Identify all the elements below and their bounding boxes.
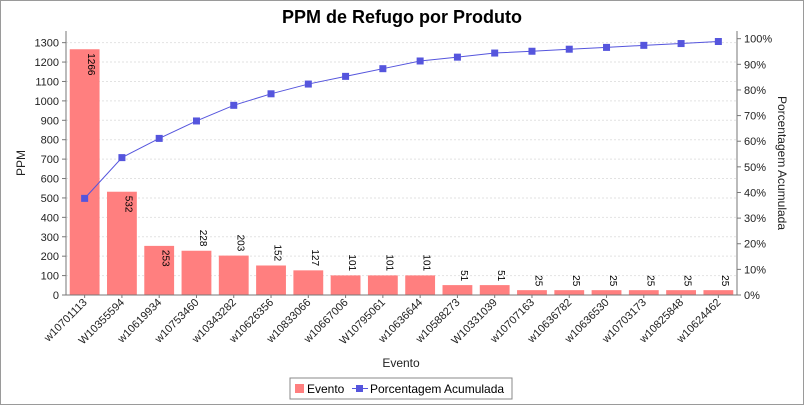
bar-value-label: 25 bbox=[644, 275, 655, 287]
y2-tick-label: 70% bbox=[744, 111, 766, 123]
bar-value-label: 127 bbox=[309, 249, 320, 266]
y-tick-label: 300 bbox=[41, 232, 59, 244]
bar-series: 1266 532 253 228 203 152 127 101 101 101 51 51 25 25 2… bbox=[69, 49, 734, 296]
bar bbox=[442, 285, 473, 295]
legend-bar-swatch bbox=[295, 384, 304, 393]
bar-value-label: 253 bbox=[160, 250, 171, 267]
y-tick-label: 900 bbox=[41, 115, 59, 127]
line-point-marker bbox=[267, 90, 275, 98]
bar-value-label: 203 bbox=[234, 235, 245, 252]
bar bbox=[628, 290, 659, 295]
legend-box bbox=[289, 377, 513, 400]
y2-tick-label: 50% bbox=[744, 162, 766, 174]
line-point-marker bbox=[155, 134, 163, 142]
line-point-marker bbox=[230, 101, 238, 109]
plot-area bbox=[66, 31, 737, 295]
bar bbox=[367, 275, 398, 295]
bar-value-label: 1266 bbox=[85, 53, 96, 76]
line-point-marker bbox=[379, 65, 387, 73]
y-tick-label: 200 bbox=[41, 251, 59, 263]
line-point-marker bbox=[677, 40, 685, 48]
bar-value-label: 228 bbox=[197, 230, 208, 247]
y2-tick-label: 10% bbox=[744, 264, 766, 276]
bar bbox=[181, 250, 212, 295]
line-point-marker bbox=[565, 45, 573, 53]
cumulative-line bbox=[84, 41, 719, 199]
bar bbox=[144, 245, 175, 295]
line-point-marker bbox=[192, 117, 200, 125]
legend-line-marker bbox=[356, 385, 363, 392]
line-point-marker bbox=[118, 154, 126, 162]
legend-line-label: Porcentagem Acumulada bbox=[370, 382, 504, 396]
line-point-marker bbox=[528, 47, 536, 55]
y-tick-label: 500 bbox=[41, 193, 59, 205]
bar bbox=[554, 290, 585, 295]
y-tick-label: 800 bbox=[41, 135, 59, 147]
y-tick-label: 0 bbox=[53, 290, 59, 302]
bar bbox=[107, 191, 137, 295]
y-tick-label: 600 bbox=[41, 174, 59, 186]
y2-tick-label: 40% bbox=[744, 187, 766, 199]
bar-value-label: 51 bbox=[458, 270, 469, 282]
bar bbox=[405, 275, 436, 295]
y-tick-label: 1100 bbox=[35, 76, 59, 88]
legend-bar-label: Evento bbox=[307, 382, 345, 396]
y-tick-label: 100 bbox=[41, 271, 59, 283]
line-point-marker bbox=[603, 43, 611, 51]
y-tick-label: 400 bbox=[41, 212, 59, 224]
y2-tick-label: 90% bbox=[744, 59, 766, 71]
line-point-marker bbox=[640, 41, 648, 49]
bar-value-label: 25 bbox=[607, 275, 618, 287]
line-point-marker bbox=[453, 53, 461, 61]
bar bbox=[256, 265, 286, 295]
bar bbox=[703, 290, 734, 295]
line-point-marker bbox=[416, 57, 424, 65]
bar-value-label: 152 bbox=[272, 244, 283, 261]
line-point-marker bbox=[304, 80, 312, 88]
chart-title: PPM de Refugo por Produto bbox=[282, 7, 522, 27]
line-point-marker bbox=[714, 38, 722, 46]
bar-value-label: 25 bbox=[682, 275, 693, 287]
bar bbox=[69, 49, 100, 296]
x-axis-label: Evento bbox=[382, 356, 420, 370]
bar bbox=[330, 275, 361, 295]
bar-value-label: 101 bbox=[383, 254, 394, 271]
y-axis-label: PPM bbox=[14, 150, 28, 176]
bar-value-label: 25 bbox=[719, 275, 730, 287]
y2-axis-label: Porcentagem Acumulada bbox=[775, 96, 789, 230]
bar bbox=[591, 290, 622, 295]
legend: Evento Porcentagem Acumulada bbox=[289, 377, 513, 400]
bar-value-label: 25 bbox=[532, 275, 543, 287]
bar-value-label: 101 bbox=[421, 254, 432, 271]
bar bbox=[293, 270, 324, 295]
line-series bbox=[81, 38, 722, 202]
bar-value-label: 101 bbox=[346, 254, 357, 271]
y2-tick-label: 100% bbox=[744, 34, 772, 46]
bar bbox=[218, 255, 249, 295]
line-point-marker bbox=[342, 72, 350, 80]
y-tick-label: 1300 bbox=[35, 38, 59, 50]
bar bbox=[666, 290, 696, 295]
y-tick-label: 700 bbox=[41, 154, 59, 166]
line-point-marker bbox=[81, 194, 89, 202]
bar bbox=[479, 285, 510, 295]
y-tick-label: 1200 bbox=[35, 57, 59, 69]
bar-value-label: 51 bbox=[495, 270, 506, 282]
y2-tick-label: 80% bbox=[744, 85, 766, 97]
line-point-marker bbox=[491, 49, 499, 57]
y2-tick-label: 60% bbox=[744, 136, 766, 148]
bar bbox=[517, 290, 547, 295]
bar-value-label: 532 bbox=[122, 196, 133, 213]
y-tick-label: 1000 bbox=[35, 96, 59, 108]
bar-value-label: 25 bbox=[570, 275, 581, 287]
y2-tick-label: 30% bbox=[744, 213, 766, 225]
y2-tick-label: 20% bbox=[744, 239, 766, 251]
y2-tick-label: 0% bbox=[744, 290, 760, 302]
